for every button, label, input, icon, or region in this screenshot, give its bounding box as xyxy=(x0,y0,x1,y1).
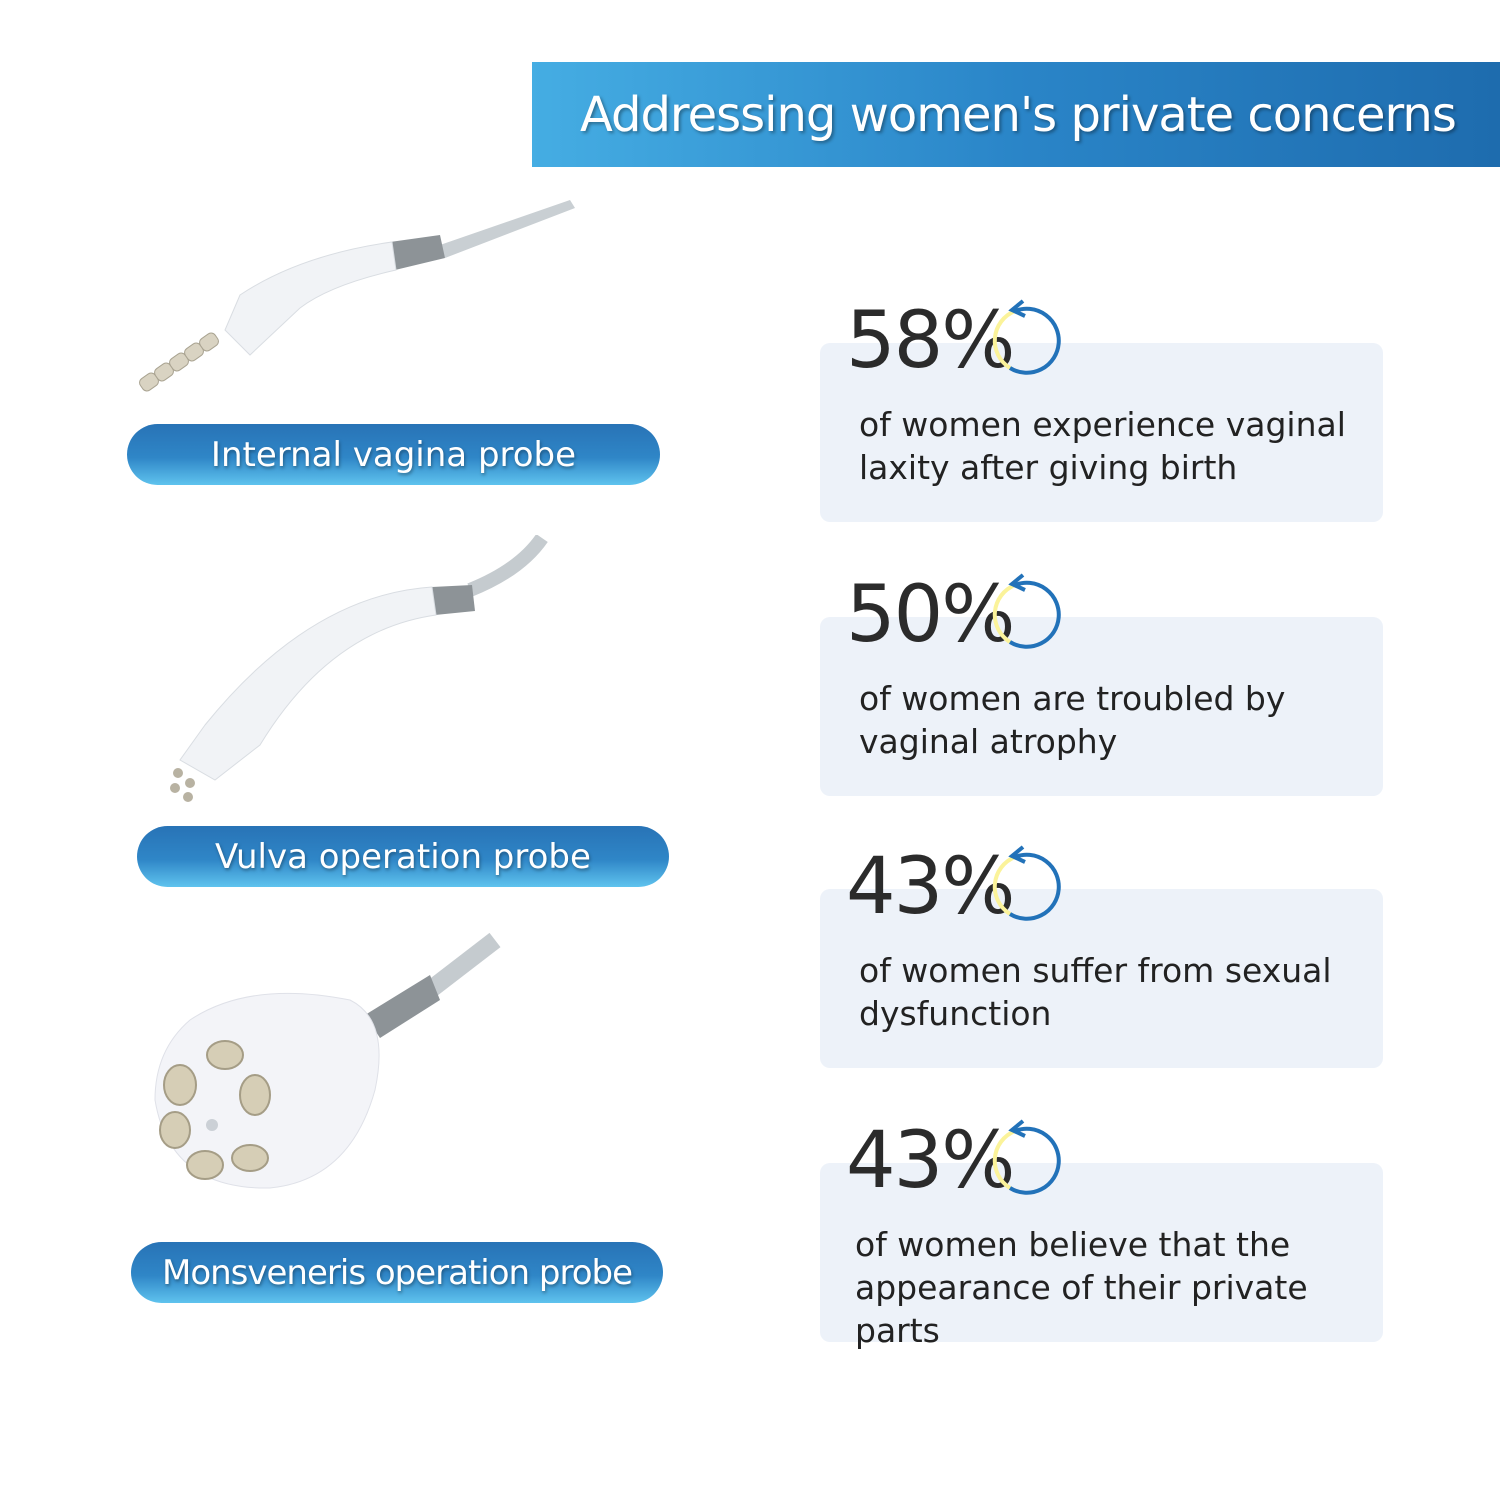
internal-vagina-probe-label: Internal vagina probe xyxy=(127,424,660,485)
stat-card: of women experience vaginal laxity after… xyxy=(820,343,1383,522)
stat-text: of women are troubled by vaginal atrophy xyxy=(859,679,1286,761)
stat-card: of women suffer from sexual dysfunction xyxy=(820,889,1383,1068)
stat-value: 50% xyxy=(846,570,1015,660)
vulva-operation-probe-image xyxy=(170,535,548,802)
stat-text: of women experience vaginal laxity after… xyxy=(859,405,1346,487)
monsveneris-operation-probe-label: Monsveneris operation probe xyxy=(131,1242,663,1303)
cycle-arrow-icon xyxy=(992,573,1061,649)
page-title: Addressing women's private concerns xyxy=(580,86,1457,143)
cycle-arrow-icon xyxy=(992,299,1061,375)
stat-card: of women are troubled by vaginal atrophy xyxy=(820,617,1383,796)
cycle-arrow-icon xyxy=(992,845,1061,921)
stat-text: of women suffer from sexual dysfunction xyxy=(859,951,1332,1033)
stat-value: 58% xyxy=(846,296,1015,386)
monsveneris-operation-probe-image xyxy=(154,932,501,1189)
stat-text: of women believe that the appearance of … xyxy=(855,1225,1308,1350)
vulva-operation-probe-label: Vulva operation probe xyxy=(137,826,669,887)
stat-card: of women believe that the appearance of … xyxy=(820,1163,1383,1350)
stat-value: 43% xyxy=(846,1116,1015,1206)
cycle-arrow-icon xyxy=(992,1119,1061,1195)
internal-vagina-probe-image xyxy=(139,200,575,392)
header-banner: Addressing women's private concerns xyxy=(532,62,1500,167)
stat-value: 43% xyxy=(846,842,1015,932)
